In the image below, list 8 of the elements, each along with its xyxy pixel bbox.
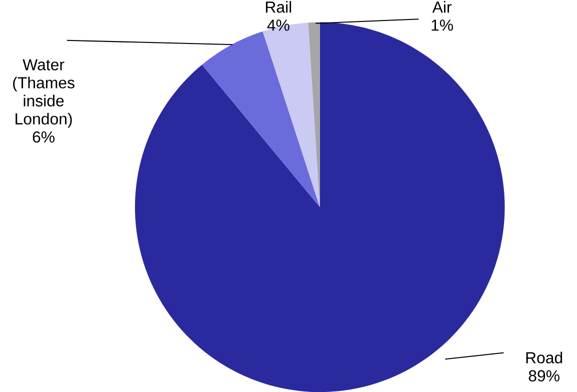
data-label: 1%: [432, 20, 453, 31]
slice-label: Rail: [266, 1, 292, 13]
data-label: 89%: [528, 370, 560, 382]
slice-label: Air: [432, 1, 452, 13]
slice-label: Road: [526, 352, 562, 364]
data-label: 6%: [32, 131, 55, 143]
data-label: 4%: [267, 20, 290, 31]
slice-label: Water (Thames inside London): [13, 59, 74, 128]
